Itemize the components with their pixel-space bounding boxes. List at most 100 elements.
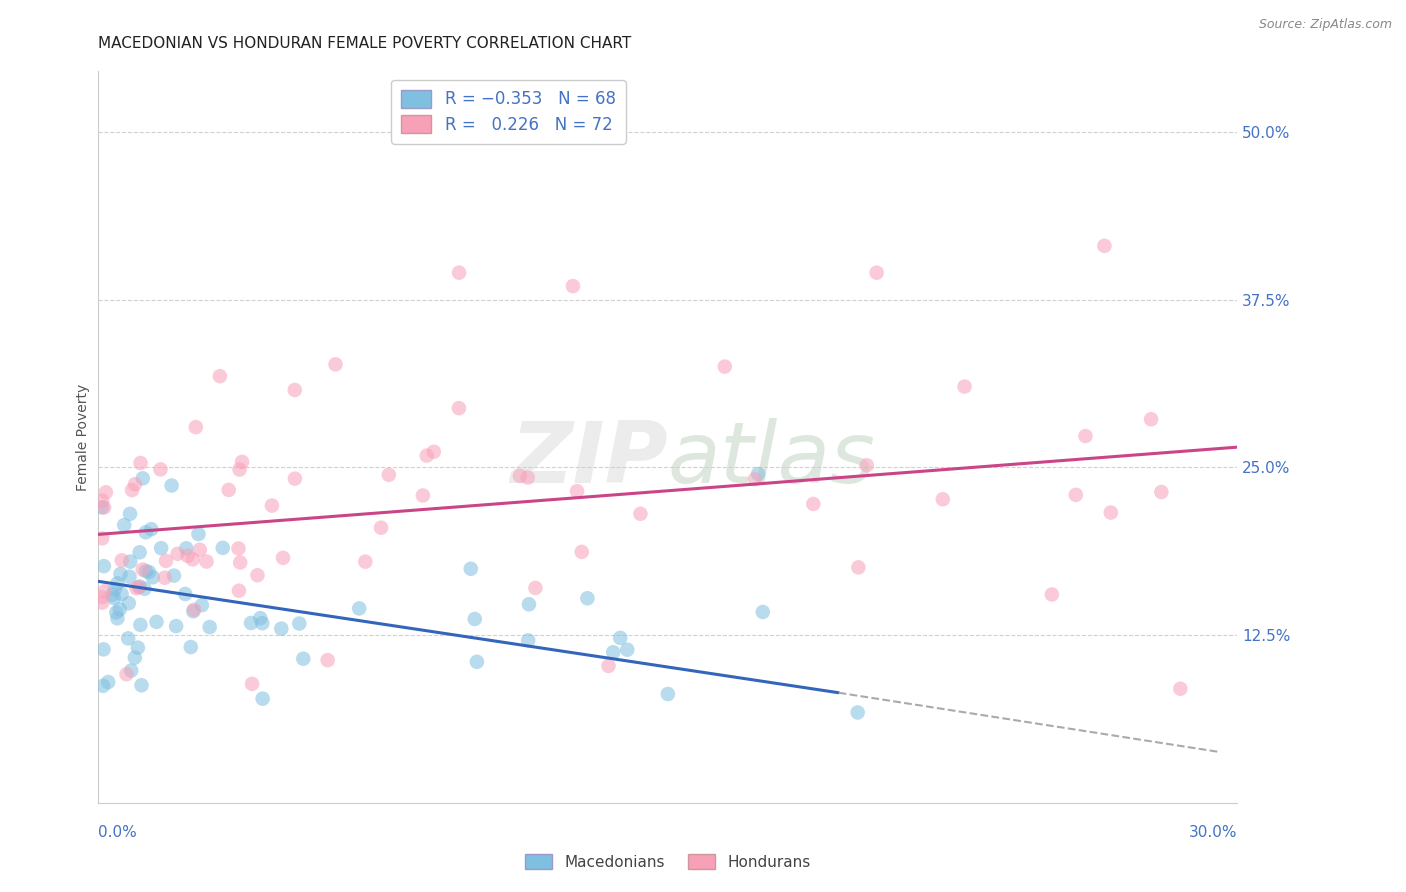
Point	[325, 357, 347, 371]
Point	[134, 582, 156, 596]
Point	[524, 581, 547, 595]
Point	[163, 568, 186, 582]
Point	[120, 555, 142, 569]
Point	[744, 472, 766, 486]
Point	[465, 655, 488, 669]
Point	[801, 497, 824, 511]
Point	[412, 488, 434, 502]
Point	[153, 571, 176, 585]
Point	[571, 545, 593, 559]
Point	[138, 565, 160, 579]
Point	[260, 499, 283, 513]
Point	[103, 591, 125, 606]
Point	[516, 470, 538, 484]
Point	[188, 542, 211, 557]
Point	[93, 559, 115, 574]
Point	[953, 379, 976, 393]
Point	[118, 570, 141, 584]
Point	[118, 596, 141, 610]
Point	[1040, 587, 1063, 601]
Point	[181, 604, 204, 618]
Point	[120, 664, 142, 678]
Point	[714, 359, 737, 374]
Point	[464, 612, 486, 626]
Point	[91, 679, 114, 693]
Point	[105, 606, 128, 620]
Point	[176, 549, 198, 563]
Point	[187, 527, 209, 541]
Point	[347, 601, 370, 615]
Point	[93, 642, 115, 657]
Point	[576, 591, 599, 606]
Point	[131, 563, 153, 577]
Point	[284, 472, 307, 486]
Point	[145, 615, 167, 629]
Point	[855, 458, 877, 473]
Point	[166, 547, 188, 561]
Point	[93, 500, 115, 515]
Point	[517, 597, 540, 611]
Point	[124, 650, 146, 665]
Point	[1150, 485, 1173, 500]
Point	[132, 471, 155, 485]
Point	[115, 667, 138, 681]
Point	[150, 541, 173, 556]
Point	[111, 553, 134, 567]
Point	[846, 706, 869, 720]
Text: atlas: atlas	[668, 417, 876, 500]
Point	[1099, 506, 1122, 520]
Point	[378, 467, 401, 482]
Point	[423, 444, 446, 458]
Point	[117, 632, 139, 646]
Point	[240, 615, 263, 630]
Point	[229, 556, 252, 570]
Point	[630, 507, 652, 521]
Point	[848, 560, 870, 574]
Point	[252, 691, 274, 706]
Point	[1140, 412, 1163, 426]
Point	[160, 478, 183, 492]
Point	[449, 266, 471, 280]
Point	[288, 616, 311, 631]
Point	[218, 483, 240, 497]
Point	[316, 653, 339, 667]
Text: 0.0%: 0.0%	[98, 825, 138, 840]
Point	[517, 633, 540, 648]
Point	[135, 525, 157, 540]
Point	[118, 507, 141, 521]
Point	[127, 640, 149, 655]
Point	[866, 266, 889, 280]
Point	[165, 619, 187, 633]
Point	[370, 521, 392, 535]
Point	[104, 582, 127, 596]
Point	[124, 477, 146, 491]
Point	[155, 554, 177, 568]
Point	[129, 618, 152, 632]
Point	[1094, 239, 1116, 253]
Point	[228, 583, 250, 598]
Point	[184, 420, 207, 434]
Text: ZIP: ZIP	[510, 417, 668, 500]
Point	[249, 611, 271, 625]
Point	[97, 675, 120, 690]
Point	[752, 605, 775, 619]
Point	[94, 485, 117, 500]
Point	[142, 570, 165, 584]
Point	[460, 562, 482, 576]
Point	[932, 492, 955, 507]
Text: Source: ZipAtlas.com: Source: ZipAtlas.com	[1258, 18, 1392, 31]
Point	[562, 279, 585, 293]
Point	[270, 622, 292, 636]
Point	[509, 468, 531, 483]
Point	[191, 598, 214, 612]
Point	[131, 678, 153, 692]
Point	[108, 602, 131, 616]
Point	[180, 640, 202, 654]
Point	[101, 588, 124, 602]
Point	[125, 581, 148, 595]
Point	[174, 587, 197, 601]
Point	[602, 645, 624, 659]
Point	[211, 541, 233, 555]
Point	[354, 555, 377, 569]
Point	[112, 518, 135, 533]
